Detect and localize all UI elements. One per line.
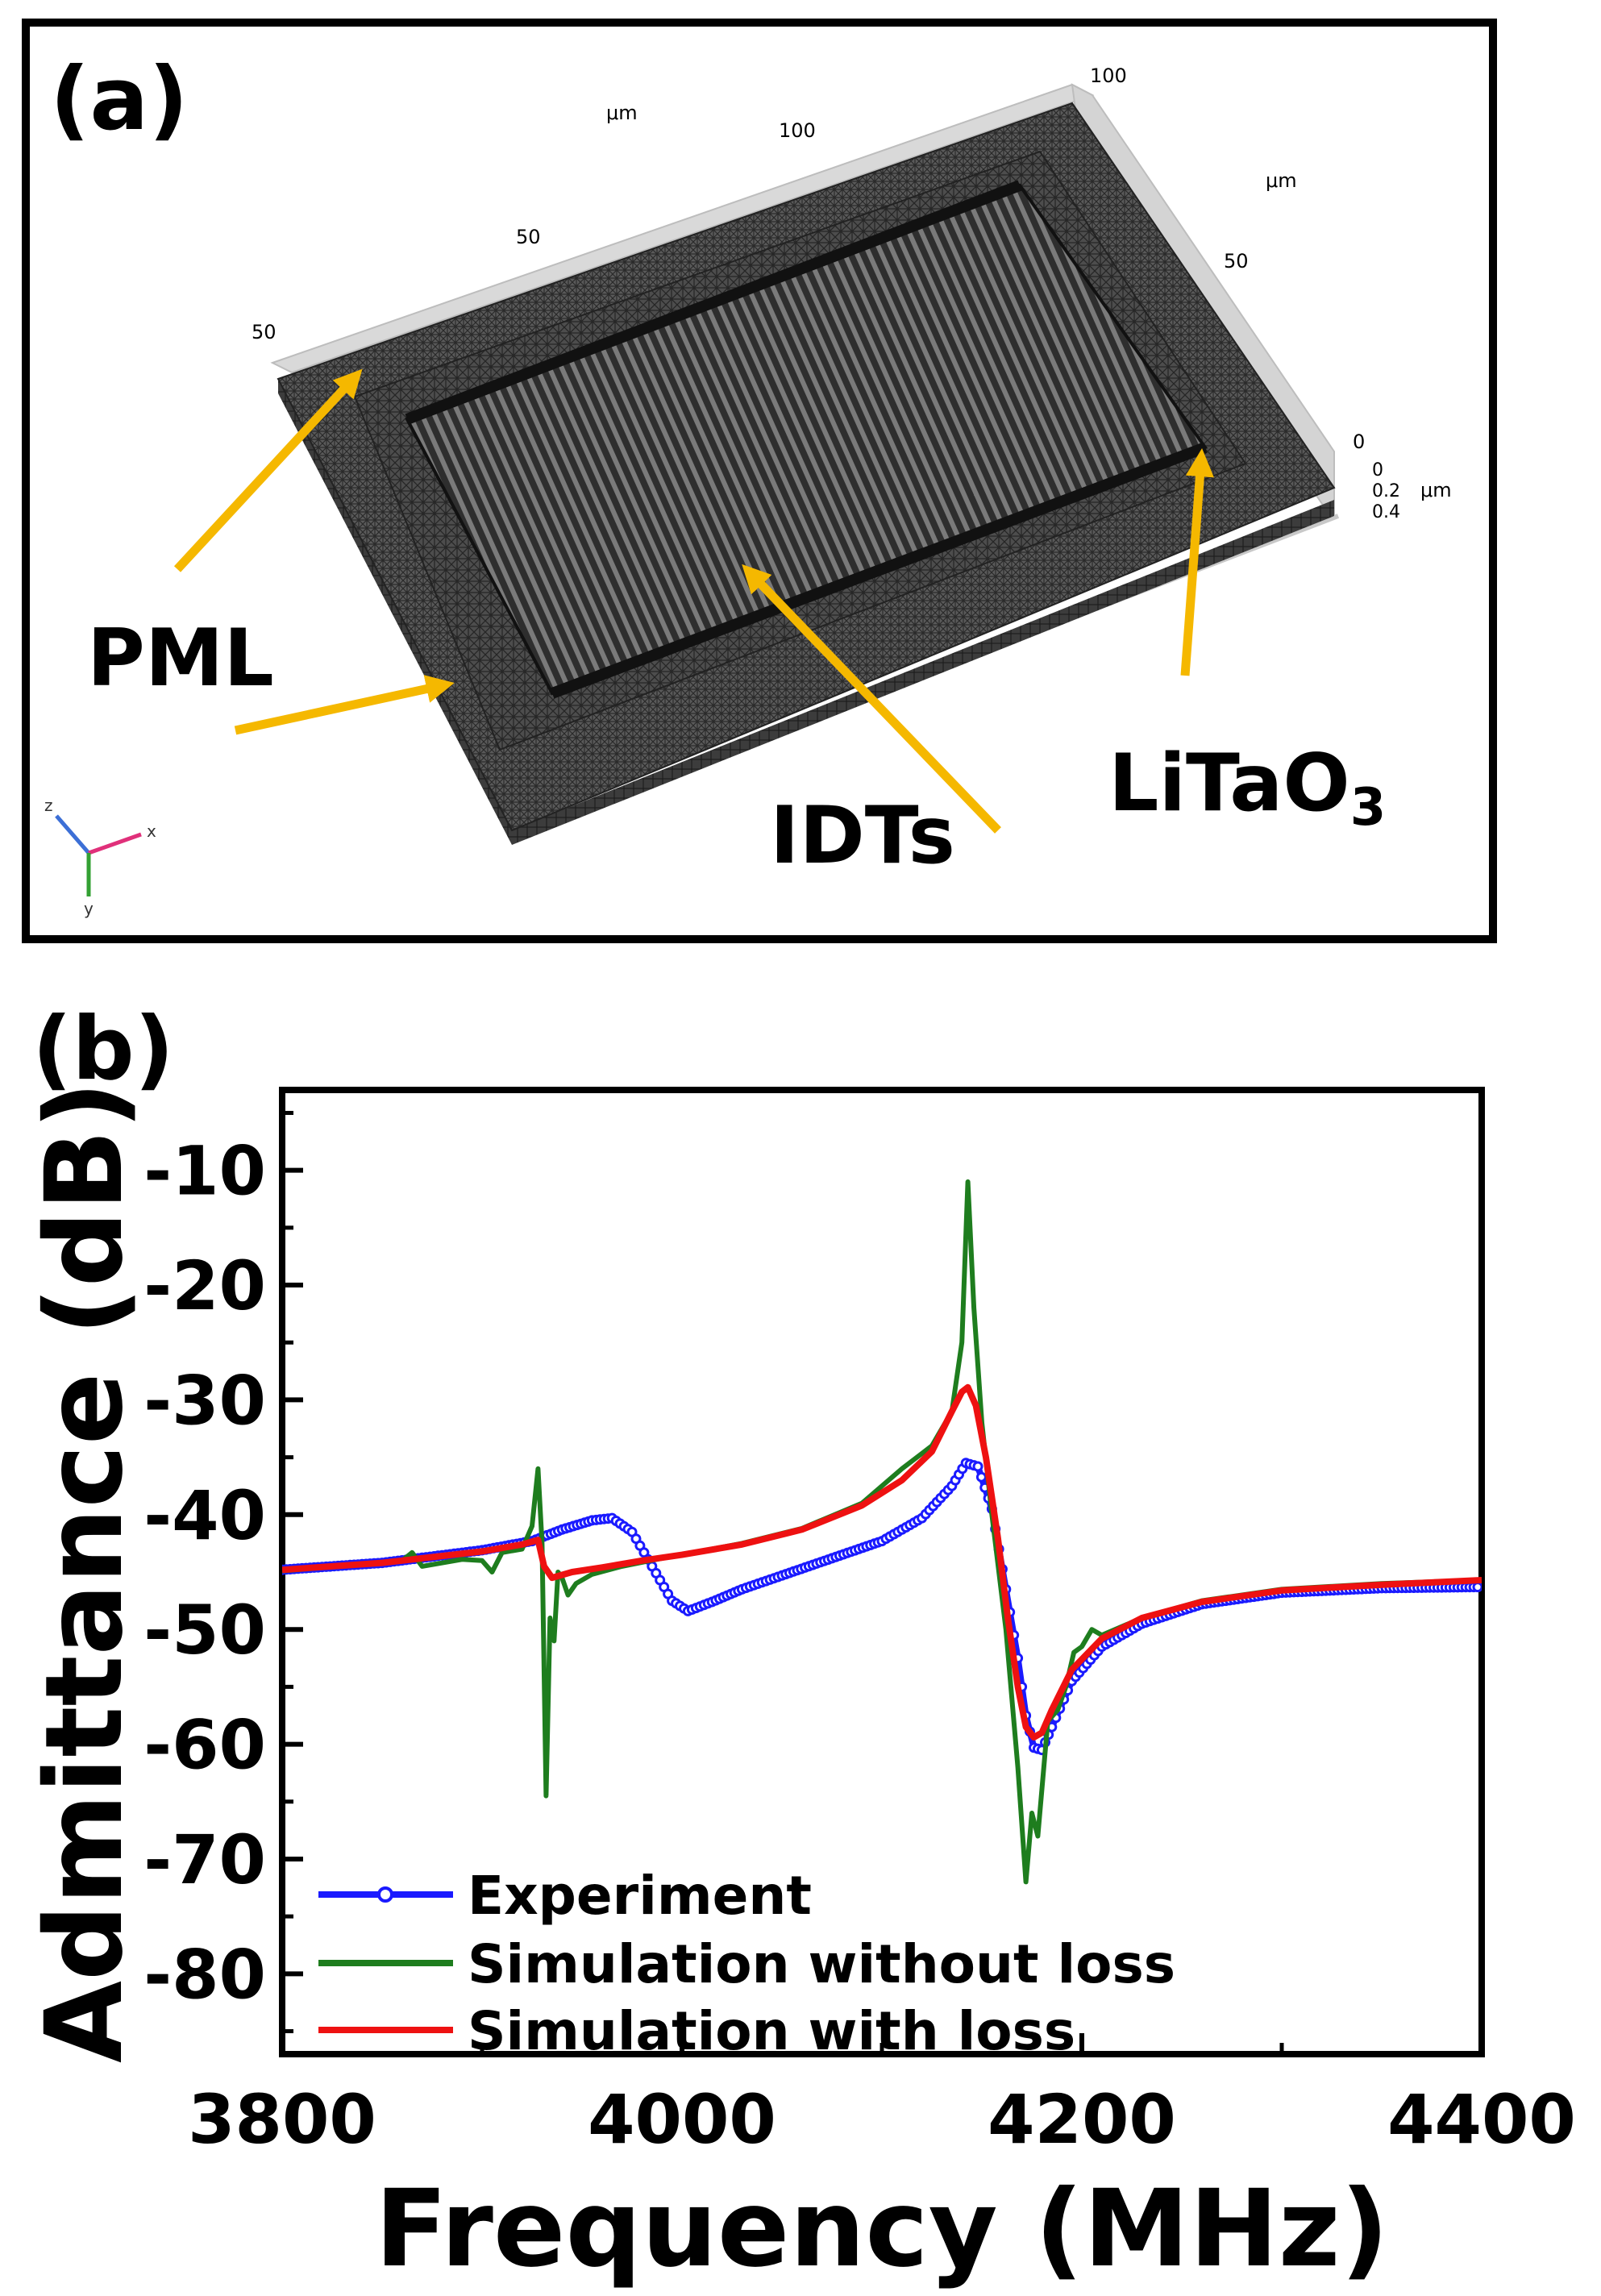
triad-y: y bbox=[84, 899, 94, 918]
tick-depth-0.4: 0.4 bbox=[1372, 502, 1400, 522]
series-simulation-with-loss bbox=[282, 1383, 1482, 1741]
arrow-idts bbox=[742, 564, 1001, 834]
label-litao3: LiTaO3 bbox=[1108, 738, 1386, 838]
data-point bbox=[972, 1461, 983, 1472]
x-axis-label: Frequency (MHz) bbox=[375, 2167, 1389, 2291]
axis-unit-depth: μm bbox=[1420, 479, 1452, 501]
x-tick-label-4400: 4400 bbox=[1387, 2080, 1576, 2159]
y-axis-label: Admittance (dB) bbox=[23, 1081, 147, 2063]
data-point bbox=[1472, 1582, 1482, 1593]
x-tick-label-3800: 3800 bbox=[188, 2080, 376, 2159]
axis-unit-top: μm bbox=[606, 102, 638, 124]
legend-item-1: Experiment bbox=[318, 1865, 812, 1927]
label-idts: IDTs bbox=[770, 790, 955, 882]
legend-label: Simulation with loss bbox=[468, 2000, 1075, 2062]
y-tick-label--50: -50 bbox=[143, 1591, 266, 1670]
y-tick-label--20: -20 bbox=[143, 1246, 266, 1325]
panel-a-label: (a) bbox=[50, 49, 189, 150]
label-litao3-sub: 3 bbox=[1350, 778, 1387, 838]
y-tick-label--60: -60 bbox=[143, 1706, 266, 1785]
block-front-face bbox=[278, 379, 512, 845]
axis-ticks bbox=[280, 1110, 1484, 2054]
legend-item-3: Simulation with loss bbox=[318, 2000, 1075, 2062]
tick-depth-0.2: 0.2 bbox=[1372, 481, 1400, 501]
triad-x: x bbox=[147, 821, 156, 841]
tick-depth-0: 0 bbox=[1372, 460, 1383, 480]
tick-top-50a: 50 bbox=[252, 321, 277, 343]
tick-right-0: 0 bbox=[1353, 430, 1365, 453]
admittance-chart: 3800 4000 4200 4400 -80 -70 -60 -50 -40 -30 -20 -10… bbox=[23, 1081, 1576, 2291]
axis-triad: z x y bbox=[44, 796, 156, 918]
block-right-face bbox=[512, 500, 1334, 845]
plot-frame bbox=[279, 1087, 1485, 2057]
idt-busbar-bottom bbox=[550, 442, 1208, 699]
series-layer bbox=[282, 1179, 1482, 1885]
label-litao3-main: LiTaO bbox=[1108, 738, 1350, 830]
arrow-pml-lower bbox=[234, 675, 455, 735]
triad-z: z bbox=[44, 796, 53, 815]
axis-tick-labels: 3800 4000 4200 4400 -80 -70 -60 -50 -40 -30 -20 -10 bbox=[143, 1132, 1576, 2159]
tick-top-100: 100 bbox=[779, 119, 816, 142]
axis-unit-right: μm bbox=[1266, 169, 1297, 192]
arrow-litao3 bbox=[1180, 447, 1214, 676]
tick-right-50: 50 bbox=[1224, 250, 1249, 272]
tick-right-100: 100 bbox=[1090, 64, 1127, 87]
y-tick-label--40: -40 bbox=[143, 1476, 266, 1555]
x-tick-label-4200: 4200 bbox=[988, 2080, 1176, 2159]
tick-top-50b: 50 bbox=[516, 226, 541, 248]
idt-busbar-top bbox=[405, 180, 1022, 425]
legend-item-2: Simulation without loss bbox=[318, 1933, 1175, 1995]
data-point bbox=[975, 1471, 987, 1483]
x-tick-label-4000: 4000 bbox=[588, 2080, 776, 2159]
legend-label: Simulation without loss bbox=[468, 1933, 1175, 1995]
arrow-pml-upper bbox=[173, 368, 363, 572]
y-tick-label--80: -80 bbox=[143, 1935, 266, 2014]
series-line bbox=[282, 1383, 1482, 1741]
legend-label: Experiment bbox=[468, 1865, 812, 1927]
label-pml: PML bbox=[87, 613, 274, 705]
panel-b-label: (b) bbox=[32, 999, 174, 1100]
y-tick-label--70: -70 bbox=[143, 1820, 266, 1899]
y-tick-label--10: -10 bbox=[143, 1132, 266, 1211]
y-tick-label--30: -30 bbox=[143, 1361, 266, 1440]
panel-a-mesh-model: (a) μm 50 50 100 100 μm 50 0 0 0.2 0.4 μ… bbox=[22, 19, 1497, 943]
legend-marker bbox=[377, 1886, 393, 1903]
